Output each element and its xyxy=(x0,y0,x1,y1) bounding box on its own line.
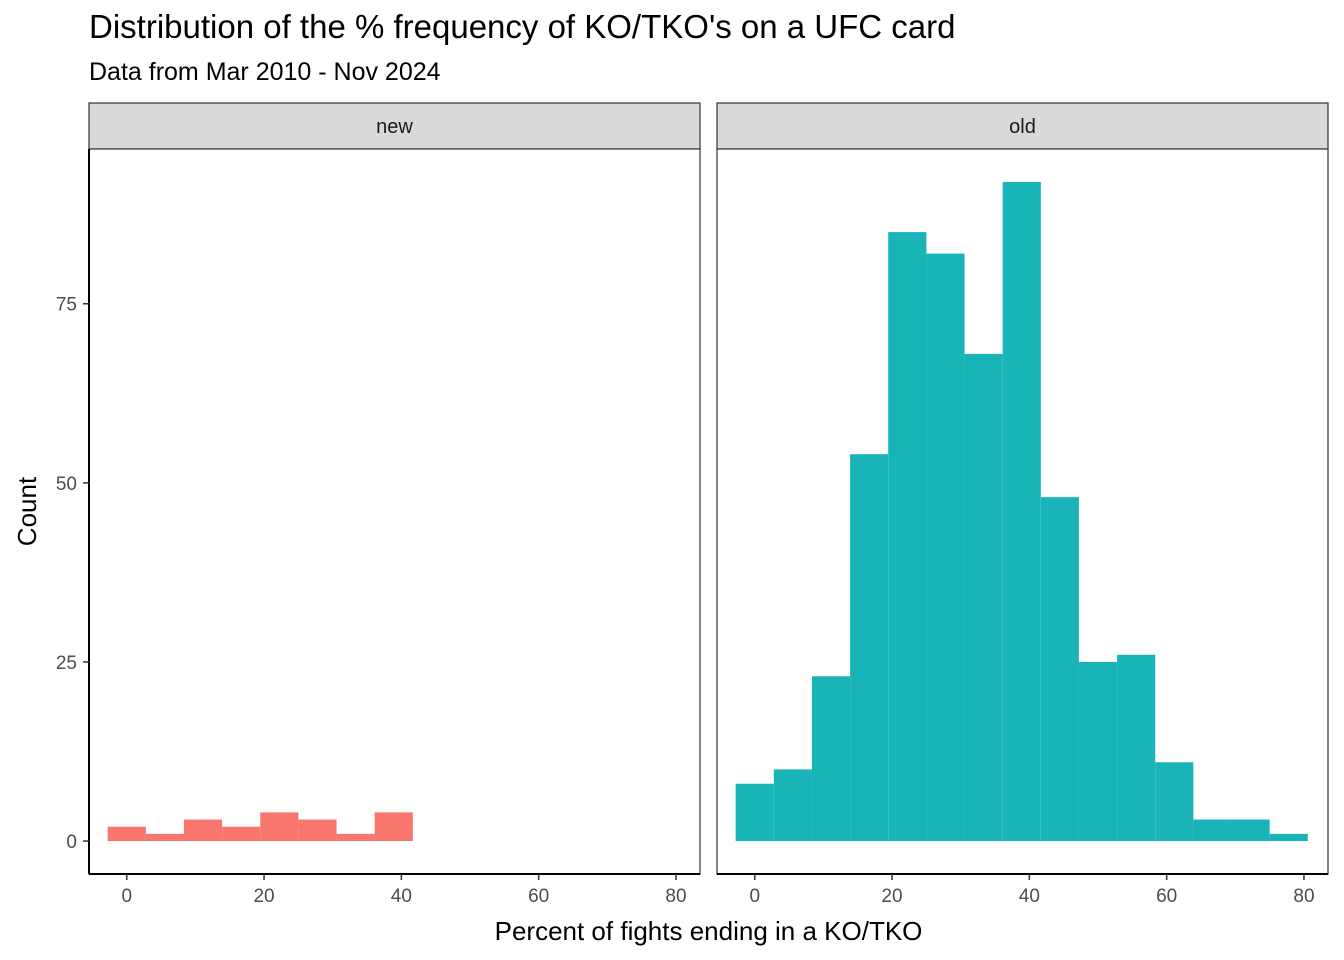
y-tick-label-0: 0 xyxy=(66,832,77,853)
y-tick-label-75: 75 xyxy=(56,295,77,316)
bar-new-5 xyxy=(298,819,337,842)
x-tick-label-new-20: 20 xyxy=(253,886,274,907)
facet-label-old: old xyxy=(1009,116,1036,138)
x-tick-label-old-20: 20 xyxy=(881,886,902,907)
bar-old-9 xyxy=(1078,661,1118,842)
bar-new-7 xyxy=(374,812,413,842)
bar-old-5 xyxy=(926,253,965,842)
bar-old-13 xyxy=(1231,819,1270,842)
x-tick-label-old-0: 0 xyxy=(749,886,760,907)
y-tick-label-25: 25 xyxy=(56,653,77,674)
bar-new-2 xyxy=(183,819,223,842)
x-tick-label-new-60: 60 xyxy=(528,886,549,907)
x-tick-label-new-0: 0 xyxy=(121,886,132,907)
bar-new-1 xyxy=(145,833,184,842)
bar-old-11 xyxy=(1155,762,1194,842)
bar-old-2 xyxy=(811,676,851,842)
x-tick-label-new-40: 40 xyxy=(391,886,412,907)
chart-title: Distribution of the % frequency of KO/TK… xyxy=(89,8,956,45)
bar-old-12 xyxy=(1193,819,1232,842)
x-tick-label-old-60: 60 xyxy=(1156,886,1177,907)
bar-old-4 xyxy=(888,232,927,842)
y-axis-title: Count xyxy=(12,476,42,546)
bar-old-8 xyxy=(1040,497,1079,842)
bar-old-0 xyxy=(735,783,774,842)
x-tick-label-new-80: 80 xyxy=(665,886,686,907)
x-tick-label-old-40: 40 xyxy=(1019,886,1040,907)
bar-new-6 xyxy=(336,833,375,842)
panel-new xyxy=(88,148,701,875)
y-tick-label-50: 50 xyxy=(56,474,77,495)
facet-label-new: new xyxy=(376,116,413,138)
bar-old-3 xyxy=(850,454,889,842)
x-tick-label-old-80: 80 xyxy=(1293,886,1314,907)
chart-subtitle: Data from Mar 2010 - Nov 2024 xyxy=(89,58,441,86)
bar-old-7 xyxy=(1002,181,1041,842)
bar-old-1 xyxy=(773,769,812,842)
bar-new-4 xyxy=(260,812,299,842)
bar-new-3 xyxy=(222,826,261,842)
bar-old-6 xyxy=(964,353,1003,842)
x-axis-title: Percent of fights ending in a KO/TKO xyxy=(495,916,923,946)
bar-new-0 xyxy=(107,826,146,842)
bar-old-14 xyxy=(1269,833,1308,842)
bar-old-10 xyxy=(1117,654,1156,842)
